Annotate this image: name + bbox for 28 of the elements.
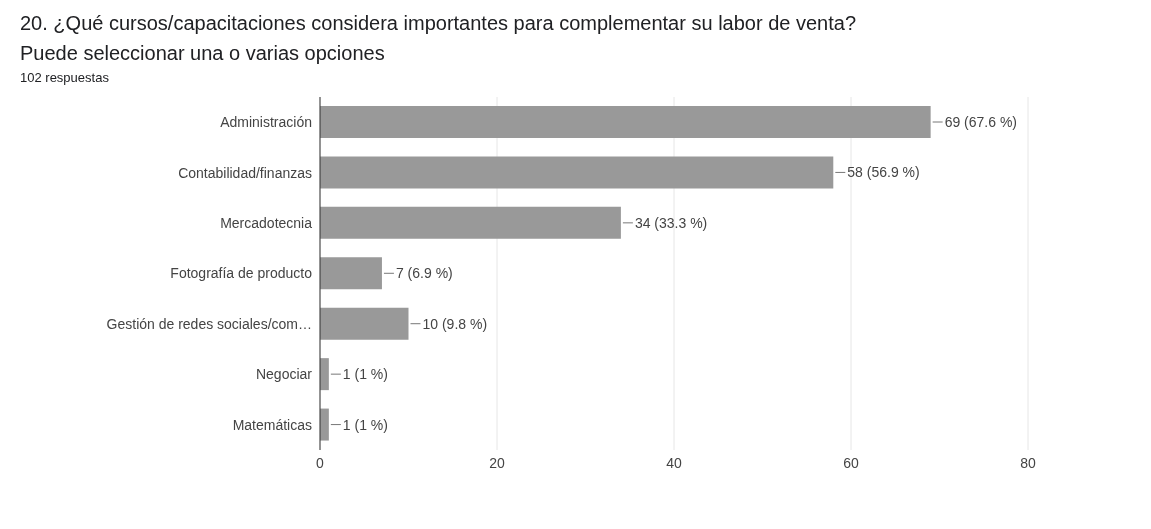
- data-label: 1 (1 %): [342, 416, 388, 433]
- bar: [320, 307, 409, 340]
- y-tick-label: Matemáticas: [232, 416, 312, 433]
- y-tick-label: Negociar: [255, 366, 313, 383]
- text: 102 respuestas: [20, 70, 110, 85]
- y-tick-label: Gestión de redes sociales/com…: [106, 315, 312, 332]
- data-label: 7 (6.9 %): [395, 265, 453, 282]
- chart-title: 20. ¿Qué cursos/capacitaciones considera importantes para complementar su labor de venta? Puede seleccionar una o varias opciones: [20, 11, 857, 66]
- data-label: 69 (67.6 %): [944, 114, 1018, 130]
- x-tick-label: 0: [316, 454, 325, 471]
- y-tick-label: Fotografía de producto: [170, 265, 313, 282]
- y-tick-label: Administración: [220, 114, 312, 131]
- y-tick-label: Contabilidad/finanzas: [178, 164, 312, 181]
- data-label: 58 (56.9 %): [847, 164, 920, 181]
- bar: [320, 408, 329, 441]
- data-label: 10 (9.8 %): [422, 315, 488, 332]
- x-tick-label: 80: [1020, 454, 1036, 471]
- x-tick-label: 20: [489, 454, 505, 471]
- bar: [320, 358, 329, 391]
- x-tick-label: 60: [843, 454, 859, 471]
- x-tick-label: 40: [666, 454, 682, 471]
- bar: [320, 156, 834, 189]
- y-tick-label: Mercadotecnia: [220, 215, 313, 232]
- data-label: 34 (33.3 %): [634, 214, 708, 231]
- bar: [320, 257, 382, 290]
- bar: [320, 206, 621, 239]
- data-label: 1 (1 %): [342, 366, 388, 383]
- bar: [320, 106, 931, 138]
